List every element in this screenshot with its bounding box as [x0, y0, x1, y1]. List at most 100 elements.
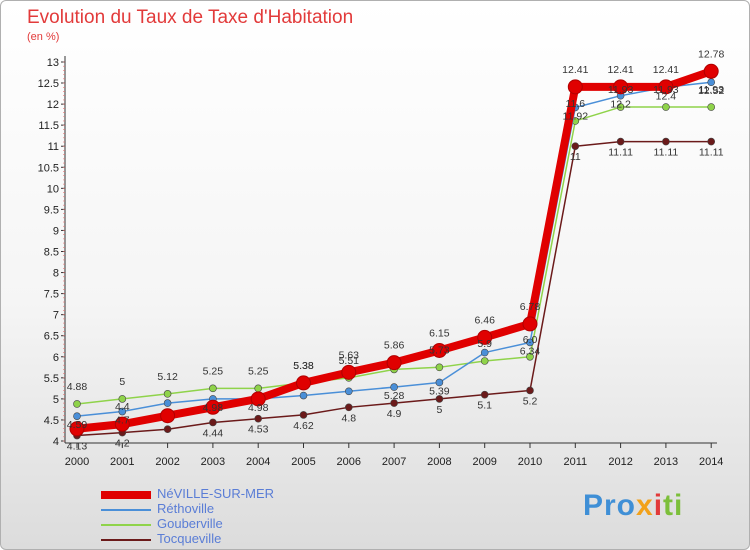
x-tick-label: 2008: [427, 456, 451, 468]
data-label-3-13: 11.11: [654, 147, 679, 159]
y-tick-label: 7.5: [44, 289, 59, 301]
data-label-1-14: 12.52: [698, 85, 724, 97]
data-label-2-0: 4.88: [67, 381, 88, 393]
data-label-1-1: 4.7: [115, 415, 130, 427]
data-point-2-8: [435, 363, 444, 372]
data-point-3-7: [390, 399, 398, 407]
legend-label-neville: NéVILLE-SUR-MER: [157, 486, 275, 501]
data-point-0-7: [386, 355, 402, 371]
data-point-3-5: [299, 411, 308, 419]
data-label-2-14: 11.93: [698, 84, 724, 96]
data-label-1-3: 4.98: [203, 402, 224, 414]
data-point-0-5: [296, 375, 311, 391]
x-tick-label: 2007: [382, 456, 406, 468]
data-label-2-3: 5.25: [203, 365, 224, 377]
legend-label-rethoville: Réthoville: [157, 501, 215, 516]
x-tick-label: 2013: [654, 456, 678, 468]
legend-label-gouberville: Gouberville: [157, 516, 223, 531]
data-point-3-6: [344, 403, 353, 412]
y-tick-label: 10.5: [38, 162, 59, 174]
y-tick-label: 12.5: [38, 78, 59, 90]
data-point-1-1: [118, 407, 127, 416]
line-chart: 4 4.5 5 5.5 6 6.5 7 7.5 8 8.5 9 9.5 10 10.5 11 11.5 12 12…: [38, 48, 725, 468]
data-label-1-11: 11.92: [563, 110, 589, 122]
data-point-0-1: [114, 416, 130, 432]
y-tick-label: 8: [53, 268, 59, 280]
y-tick-label: 11.5: [38, 120, 59, 132]
y-tick-label: 13: [47, 57, 59, 69]
data-point-0-9: [477, 329, 493, 345]
x-tick-label: 2006: [337, 456, 361, 468]
data-label-3-14: 11.11: [699, 147, 724, 159]
data-label-3-12: 11.11: [608, 147, 633, 159]
x-tick-label: 2010: [518, 456, 542, 468]
data-label-1-8: 5.39: [429, 385, 450, 397]
data-point-3-13: [662, 137, 670, 146]
y-tick-label: 6: [53, 352, 59, 364]
x-tick-label: 2003: [201, 456, 225, 468]
data-point-1-0: [73, 412, 81, 420]
data-label-3-7: 4.9: [387, 408, 402, 420]
data-point-3-10: [526, 386, 534, 395]
y-tick-label: 6.5: [44, 331, 59, 343]
data-point-0-11: [567, 79, 583, 95]
data-label-3-6: 4.8: [341, 412, 356, 424]
data-point-3-12: [616, 137, 625, 146]
data-point-2-2: [163, 390, 172, 398]
data-point-0-13: [658, 79, 674, 95]
data-label-3-4: 4.53: [248, 424, 269, 436]
legend-label-tocqueville: Tocqueville: [157, 531, 222, 546]
data-point-3-8: [435, 395, 444, 403]
data-label-2-12: 11.93: [608, 84, 634, 96]
data-label-0-1: 4.4: [115, 401, 130, 413]
data-label-1-4: 4.98: [248, 402, 269, 414]
data-point-0-4: [250, 391, 266, 407]
data-label-3-5: 4.62: [293, 420, 314, 432]
data-label-2-8: 5.73: [429, 344, 450, 356]
y-tick-label: 4.5: [44, 415, 59, 427]
x-tick-label: 2002: [155, 456, 179, 468]
data-point-0-3: [205, 399, 221, 415]
data-label-2-6: 5.51: [339, 355, 360, 367]
data-label-3-10: 5.2: [523, 395, 538, 407]
data-point-3-2: [163, 425, 172, 434]
data-label-1-13: 12.4: [656, 90, 677, 102]
data-point-0-2: [160, 408, 176, 424]
data-label-3-9: 5.1: [477, 400, 492, 412]
data-label-0-11: 12.41: [562, 64, 588, 76]
data-label-2-13: 11.93: [653, 84, 679, 96]
data-label-3-1: 4.2: [115, 438, 130, 450]
data-label-3-8: 5: [436, 404, 442, 416]
data-point-1-6: [344, 387, 353, 396]
x-tick-label: 2005: [291, 456, 315, 468]
data-point-1-8: [435, 378, 444, 387]
legend-swatch-rethoville: [101, 509, 151, 511]
chart-title: Evolution du Taux de Taxe d'Habitation: [27, 7, 354, 28]
data-label-2-10: 6.0: [523, 334, 538, 346]
data-point-1-10: [526, 338, 534, 347]
data-label-2-9: 5.9: [477, 338, 492, 350]
data-label-2-1: 5: [119, 376, 125, 388]
data-point-0-10: [522, 316, 538, 332]
data-label-0-8: 6.15: [429, 327, 450, 339]
data-point-0-0: [69, 421, 85, 437]
data-point-1-5: [299, 391, 308, 400]
data-label-0-9: 6.46: [474, 314, 495, 326]
proxiti-logo: Proxiti: [583, 489, 684, 522]
data-label-0-13: 12.41: [653, 64, 679, 76]
data-point-3-4: [254, 414, 263, 423]
chart-unit: (en %): [27, 31, 60, 43]
data-point-1-7: [390, 383, 398, 391]
data-point-3-3: [209, 418, 217, 427]
y-tick-label: 10: [47, 183, 59, 195]
data-point-1-2: [163, 399, 172, 407]
y-tick-label: 11: [48, 141, 59, 153]
data-point-2-9: [480, 357, 489, 365]
data-point-2-14: [707, 103, 716, 111]
x-tick-label: 2001: [110, 456, 134, 468]
data-point-0-14: [703, 63, 719, 79]
data-point-0-12: [613, 79, 629, 95]
data-label-2-2: 5.12: [157, 371, 178, 383]
data-label-3-0: 4.13: [67, 441, 88, 453]
